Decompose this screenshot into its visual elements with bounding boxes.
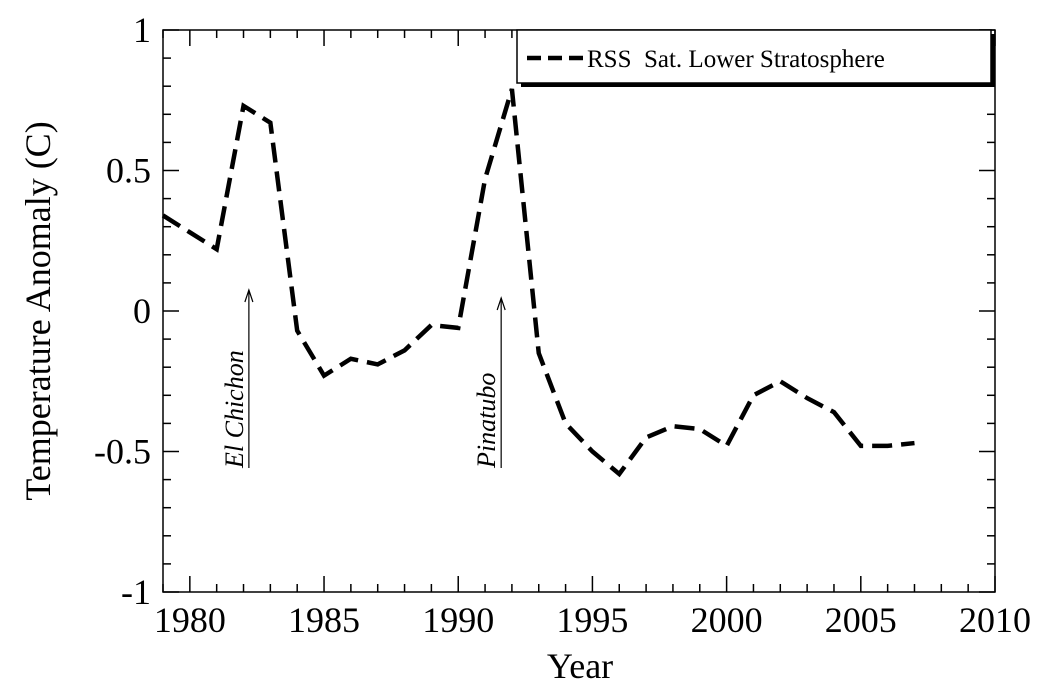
legend-box bbox=[516, 29, 992, 84]
annotation: El Chichon bbox=[220, 350, 249, 469]
legend-label: RSS Sat. Lower Stratosphere bbox=[587, 46, 885, 73]
x-tick-label: 1990 bbox=[422, 600, 494, 640]
x-tick-label: 1985 bbox=[288, 600, 360, 640]
y-tick-label: 0.5 bbox=[106, 151, 151, 191]
x-tick-label: 2010 bbox=[959, 600, 1031, 640]
y-tick-label: 0 bbox=[133, 291, 151, 331]
x-tick-label: 2005 bbox=[825, 600, 897, 640]
data-line bbox=[161, 88, 915, 478]
x-tick-label: 2000 bbox=[691, 600, 763, 640]
annotation-arrowhead bbox=[496, 296, 506, 311]
y-tick-label: -1 bbox=[121, 572, 151, 612]
plot-frame bbox=[162, 29, 996, 593]
y-axis-label: Temperature Anomaly (C) bbox=[18, 121, 58, 500]
y-tick-label: 1 bbox=[133, 10, 151, 50]
annotation: Pinatubo bbox=[472, 373, 501, 469]
x-tick-label: 1995 bbox=[556, 600, 628, 640]
annotation-arrowhead bbox=[244, 288, 254, 303]
y-tick-label: -0.5 bbox=[94, 432, 151, 472]
x-axis-label: Year bbox=[547, 646, 613, 686]
x-tick-label: 1980 bbox=[154, 600, 226, 640]
